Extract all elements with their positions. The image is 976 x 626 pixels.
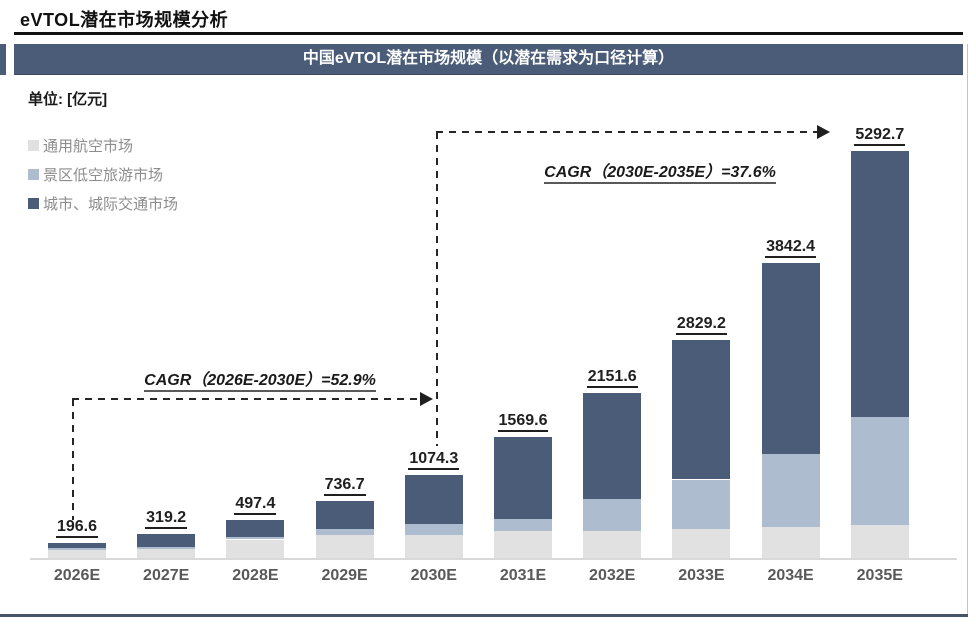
x-axis-label: 2027E xyxy=(143,567,190,584)
bar-segment-2032E xyxy=(583,392,642,499)
bar-segment-2027E xyxy=(137,533,196,547)
chart-legend: 通用航空市场 景区低空旅游市场 城市、城际交通市场 xyxy=(28,137,178,224)
bar-segment-2031E xyxy=(494,518,552,532)
x-axis-label: 2035E xyxy=(856,567,903,584)
legend-swatch-icon xyxy=(28,197,39,209)
bar-value-label: 3842.4 xyxy=(731,237,851,258)
bar-segment-2032E xyxy=(583,530,642,558)
x-axis-label: 2034E xyxy=(767,567,814,584)
legend-item-scenic-tourism: 景区低空旅游市场 xyxy=(28,166,178,184)
cagr2-dashed-line-horizontal xyxy=(436,131,817,133)
x-axis-label: 2032E xyxy=(589,567,636,584)
bar-segment-2034E xyxy=(761,262,820,454)
bar-segment-2029E xyxy=(315,529,374,536)
cagr1-dashed-line-vertical xyxy=(72,399,74,520)
bar-segment-2026E xyxy=(48,549,106,558)
bar-segment-2035E xyxy=(850,524,909,558)
page-title: eVTOL潜在市场规模分析 xyxy=(20,10,229,30)
x-axis-label: 2026E xyxy=(53,567,101,584)
page-right-border xyxy=(967,44,968,616)
bar-value-label: 2829.2 xyxy=(641,314,761,336)
bar-segment-2035E xyxy=(850,151,909,417)
legend-label: 通用航空市场 xyxy=(43,137,134,155)
unit-label: 单位: [亿元] xyxy=(28,91,108,108)
legend-label: 景区低空旅游市场 xyxy=(43,166,164,184)
bar-value-label: 2151.6 xyxy=(552,367,672,388)
bar-segment-2033E xyxy=(672,340,731,480)
page-bottom-rule xyxy=(0,614,968,617)
bar-segment-2029E xyxy=(315,501,374,530)
bar-segment-2027E xyxy=(137,548,196,558)
bar-value-label: 497.4 xyxy=(195,494,315,515)
bar-segment-2031E xyxy=(494,437,552,519)
x-axis-label: 2029E xyxy=(321,567,368,584)
banner-left-sliver xyxy=(0,44,6,75)
bar-segment-2034E xyxy=(761,526,820,558)
cagr1-dashed-line-horizontal xyxy=(72,398,420,400)
bar-segment-2028E xyxy=(226,536,285,540)
x-axis-label: 2030E xyxy=(410,567,457,584)
bar-segment-2032E xyxy=(583,498,642,531)
bar-segment-2028E xyxy=(226,539,285,558)
bar-value-label: 319.2 xyxy=(106,508,226,529)
bar-segment-2026E xyxy=(48,542,106,549)
bar-segment-2034E xyxy=(761,453,820,527)
x-axis-label: 2033E xyxy=(678,567,725,584)
bar-segment-2031E xyxy=(494,531,552,558)
bar-value-label: 736.7 xyxy=(285,475,405,497)
bar-segment-2026E xyxy=(48,548,106,550)
legend-item-urban-intercity: 城市、城际交通市场 xyxy=(28,195,179,213)
legend-label: 城市、城际交通市场 xyxy=(43,195,179,213)
bar-value-label: 1074.3 xyxy=(374,449,494,471)
bar-segment-2030E xyxy=(404,524,463,535)
bar-segment-2027E xyxy=(137,547,196,549)
cagr2-arrow-icon xyxy=(817,125,830,139)
cagr-annotation-2026-2030: CAGR（2026E-2030E）=52.9% xyxy=(95,366,425,392)
bar-segment-2033E xyxy=(672,479,731,529)
cagr2-dashed-line-vertical xyxy=(436,132,438,446)
legend-item-general-aviation: 通用航空市场 xyxy=(28,137,178,155)
bar-segment-2028E xyxy=(226,519,285,537)
title-rule xyxy=(14,32,963,35)
cagr-annotation-2030-2035: CAGR（2030E-2035E）=37.6% xyxy=(485,158,835,184)
bar-segment-2033E xyxy=(672,528,731,558)
bar-value-label: 1569.6 xyxy=(463,411,583,433)
x-axis-line xyxy=(30,558,957,560)
cagr1-arrow-icon xyxy=(420,392,433,406)
bar-segment-2030E xyxy=(404,475,463,525)
legend-swatch-icon xyxy=(28,139,39,151)
x-axis-label: 2031E xyxy=(499,567,547,584)
chart-banner-title: 中国eVTOL潜在市场规模（以潜在需求为口径计算） xyxy=(14,44,963,75)
bar-segment-2029E xyxy=(315,535,374,558)
x-axis-label: 2028E xyxy=(232,567,279,584)
bar-value-label: 196.6 xyxy=(17,517,137,538)
bar-value-label: 5292.7 xyxy=(820,125,940,146)
legend-swatch-icon xyxy=(28,168,39,180)
bar-segment-2030E xyxy=(404,534,463,558)
bar-segment-2035E xyxy=(850,416,909,525)
